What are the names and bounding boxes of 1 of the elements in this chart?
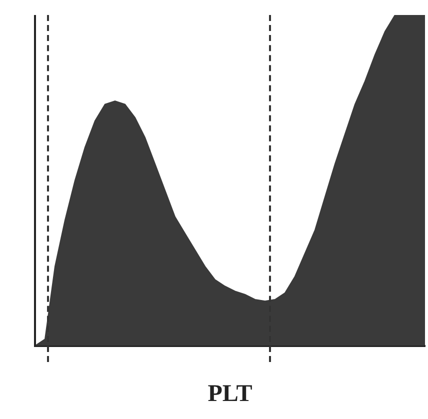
x-axis-title: PLT <box>208 380 252 407</box>
